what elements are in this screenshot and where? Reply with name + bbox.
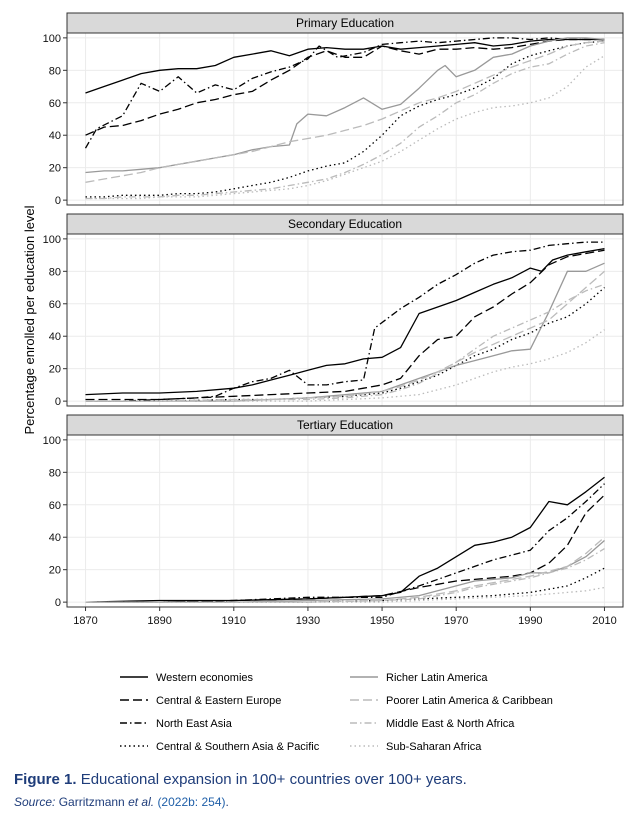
legend: Western economies Richer Latin America Cen… bbox=[120, 672, 553, 753]
y-tick-label: 40 bbox=[49, 532, 61, 544]
y-tick-label: 0 bbox=[55, 195, 61, 207]
x-tick-label: 1910 bbox=[222, 615, 246, 627]
plot-area bbox=[66, 233, 624, 407]
y-tick-label: 80 bbox=[49, 65, 61, 77]
legend-label: Western economies bbox=[156, 672, 254, 684]
y-tick-label: 60 bbox=[49, 299, 61, 311]
legend-label: North East Asia bbox=[156, 718, 233, 730]
legend-label: Central & Eastern Europe bbox=[156, 695, 281, 707]
x-tick-label: 1970 bbox=[444, 615, 468, 627]
caption-text: Educational expansion in 100+ countries … bbox=[80, 771, 467, 788]
source-label: Source: bbox=[14, 795, 56, 809]
x-tick-label: 1930 bbox=[296, 615, 320, 627]
panel-primary-education: Primary Education 0 20 40 60 80 100 bbox=[43, 12, 624, 207]
panel-border bbox=[66, 434, 624, 608]
plot-area bbox=[66, 434, 624, 608]
series-line-north-east-asia bbox=[84, 37, 605, 149]
legend-label: Central & Southern Asia & Pacific bbox=[156, 741, 320, 753]
figure-source: Source: Garritzmann et al. (2022b: 254). bbox=[14, 795, 624, 809]
y-tick-label: 0 bbox=[55, 597, 61, 609]
figure-number: Figure 1. bbox=[14, 771, 77, 788]
series-line-central-and-eastern-europe bbox=[85, 249, 605, 401]
legend-item-central-and-eastern-europe: Central & Eastern Europe bbox=[120, 695, 281, 707]
y-tick-label: 20 bbox=[49, 163, 61, 175]
series-line-middle-east-and-north-africa bbox=[85, 283, 605, 402]
plot-area bbox=[66, 32, 624, 206]
panel-title: Primary Education bbox=[296, 16, 394, 30]
series-line-central-and-eastern-europe bbox=[85, 494, 605, 603]
x-tick-label: 1870 bbox=[73, 615, 97, 627]
panel-title: Tertiary Education bbox=[297, 418, 393, 432]
y-tick-label: 100 bbox=[43, 234, 61, 246]
y-tick-label: 60 bbox=[49, 500, 61, 512]
series-line-poorer-latin-america-and-caribbean bbox=[85, 40, 605, 183]
y-tick-label: 20 bbox=[49, 364, 61, 376]
series-line-middle-east-and-north-africa bbox=[85, 42, 605, 200]
x-tick-label: 2010 bbox=[592, 615, 616, 627]
legend-item-middle-east-and-north-africa: Middle East & North Africa bbox=[350, 718, 515, 730]
y-tick-label: 80 bbox=[49, 467, 61, 479]
series-line-central-and-southern-asia-and-pacific bbox=[85, 40, 605, 198]
y-tick-label: 20 bbox=[49, 565, 61, 577]
series-line-sub-saharan-africa bbox=[85, 55, 605, 200]
y-tick-label: 40 bbox=[49, 331, 61, 343]
legend-item-western-economies: Western economies bbox=[120, 672, 254, 684]
x-tick-label: 1990 bbox=[518, 615, 542, 627]
series-line-central-and-eastern-europe bbox=[85, 38, 605, 136]
legend-item-poorer-latin-america-and-caribbean: Poorer Latin America & Caribbean bbox=[350, 695, 553, 707]
legend-label: Richer Latin America bbox=[386, 672, 488, 684]
source-authors: Garritzmann bbox=[58, 795, 125, 809]
y-tick-label: 0 bbox=[55, 396, 61, 408]
panel-title: Secondary Education bbox=[288, 217, 402, 231]
x-tick-label: 1890 bbox=[147, 615, 171, 627]
y-tick-label: 60 bbox=[49, 98, 61, 110]
y-tick-label: 40 bbox=[49, 130, 61, 142]
series-line-central-and-southern-asia-and-pacific bbox=[85, 567, 605, 603]
panel-tertiary-education: Tertiary Education 0 20 40 60 80 100 bbox=[43, 414, 624, 609]
panel-secondary-education: Secondary Education 0 20 40 60 80 100 bbox=[43, 213, 624, 408]
series-line-north-east-asia bbox=[85, 241, 605, 402]
legend-label: Middle East & North Africa bbox=[386, 718, 515, 730]
panel-border bbox=[66, 32, 624, 206]
source-citation: (2022b: 254) bbox=[157, 795, 226, 809]
y-tick-label: 100 bbox=[43, 33, 61, 45]
legend-label: Sub-Saharan Africa bbox=[386, 741, 482, 753]
legend-item-sub-saharan-africa: Sub-Saharan Africa bbox=[350, 741, 482, 753]
x-axis: 1870 1890 1910 1930 1950 1970 1990 2010 bbox=[73, 607, 617, 627]
series-line-western-economies bbox=[85, 38, 605, 94]
legend-item-north-east-asia: North East Asia bbox=[120, 718, 233, 730]
source-etal: et al. bbox=[128, 795, 155, 809]
legend-item-central-and-southern-asia-and-pacific: Central & Southern Asia & Pacific bbox=[120, 741, 320, 753]
legend-item-richer-latin-america: Richer Latin America bbox=[350, 672, 488, 684]
series-line-western-economies bbox=[85, 247, 605, 396]
figure-chart: Percentage enrolled per education level … bbox=[22, 12, 624, 753]
y-tick-label: 80 bbox=[49, 266, 61, 278]
legend-label: Poorer Latin America & Caribbean bbox=[386, 695, 553, 707]
source-end: . bbox=[225, 795, 229, 809]
x-tick-label: 1950 bbox=[370, 615, 394, 627]
y-tick-label: 100 bbox=[43, 435, 61, 447]
panel-border bbox=[66, 233, 624, 407]
figure-caption: Figure 1. Educational expansion in 100+ … bbox=[14, 771, 624, 788]
y-axis-label: Percentage enrolled per education level bbox=[22, 205, 37, 434]
